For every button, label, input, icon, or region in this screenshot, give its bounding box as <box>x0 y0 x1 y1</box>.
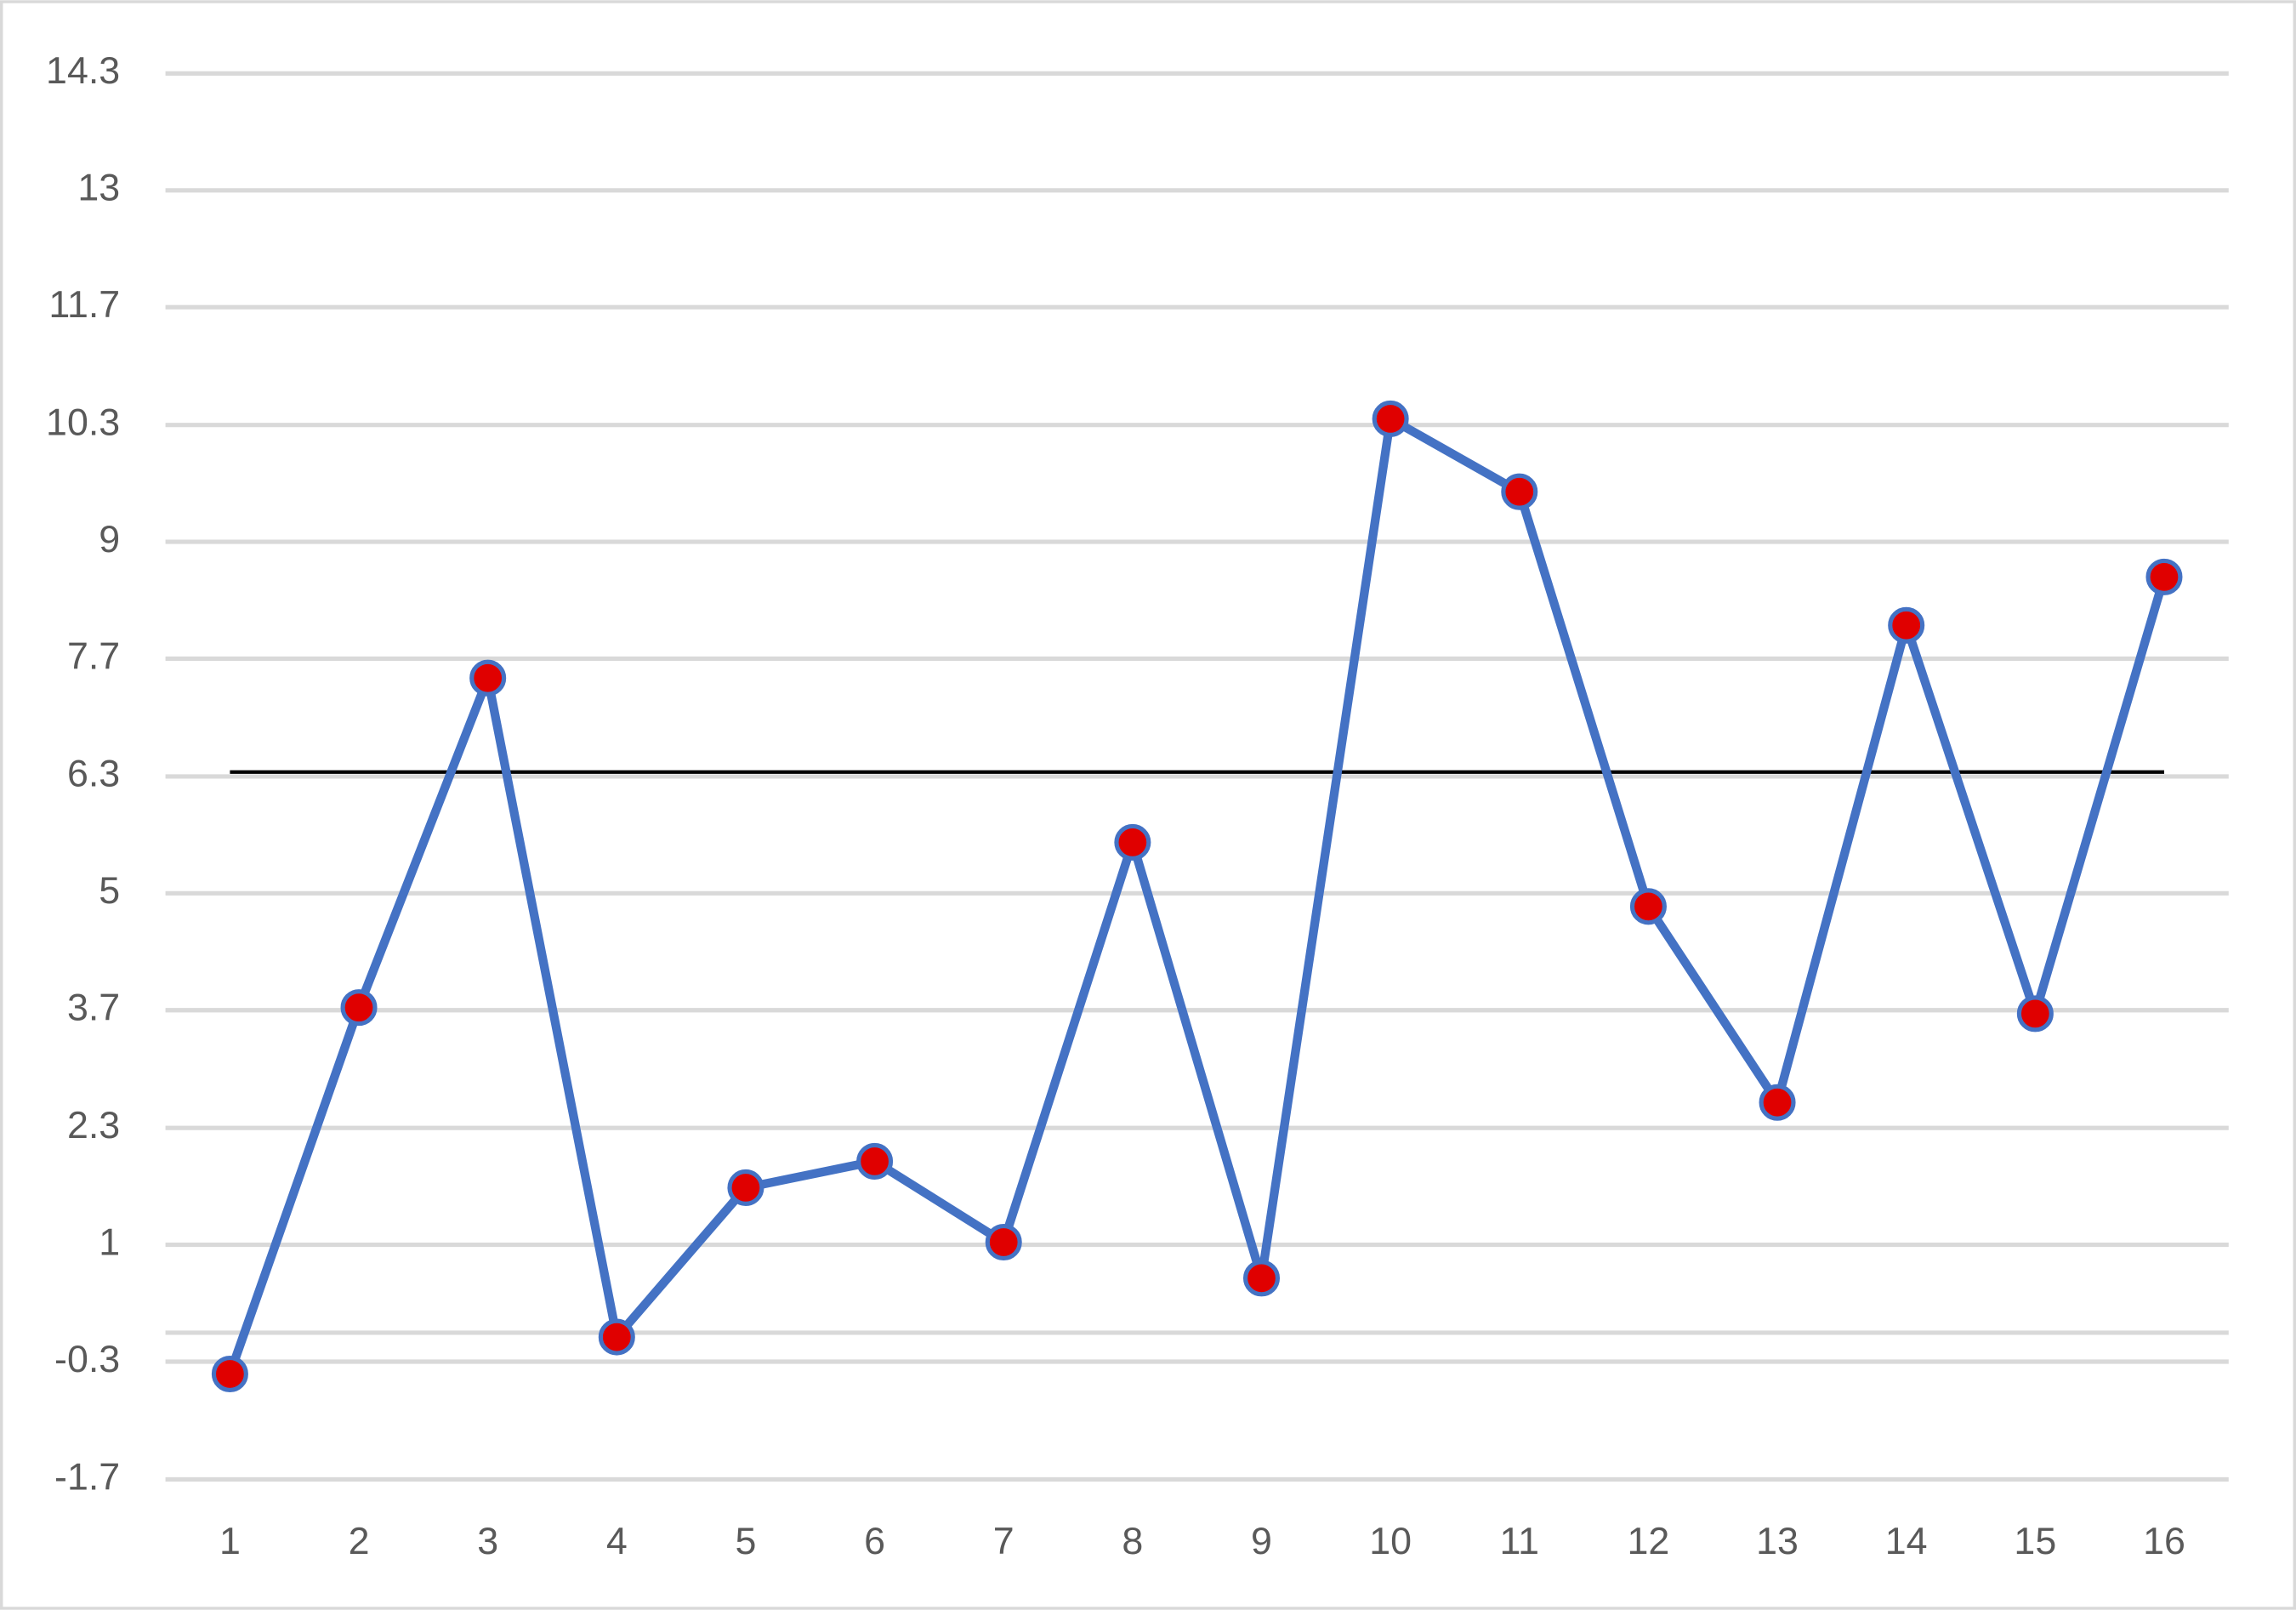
data-point <box>2016 995 2054 1033</box>
y-tick-label: 14.3 <box>46 49 120 92</box>
y-tick-label: 5 <box>99 869 120 912</box>
data-point <box>1759 1084 1796 1121</box>
x-tick-label: 6 <box>864 1520 885 1562</box>
y-tick-label: 9 <box>99 518 120 560</box>
x-tick-label: 1 <box>219 1520 241 1562</box>
x-tick-label: 8 <box>1122 1520 1143 1562</box>
data-point <box>1114 823 1151 861</box>
y-tick-label: -0.3 <box>54 1338 120 1380</box>
y-tick-label: 10.3 <box>46 401 120 443</box>
data-point <box>727 1169 764 1206</box>
x-tick-label: 10 <box>1369 1520 1412 1562</box>
data-point <box>1372 400 1409 437</box>
x-tick-label: 14 <box>1885 1520 1928 1562</box>
x-tick-label: 9 <box>1251 1520 1272 1562</box>
x-tick-label: 15 <box>2014 1520 2056 1562</box>
data-point <box>211 1355 248 1392</box>
x-tick-label: 2 <box>349 1520 370 1562</box>
data-point <box>856 1142 894 1180</box>
data-point <box>1629 888 1667 925</box>
data-point <box>1888 606 1925 644</box>
data-point <box>469 659 507 697</box>
y-tick-label: 11.7 <box>48 283 120 326</box>
data-point <box>1501 473 1538 510</box>
y-tick-label: 3.7 <box>67 987 120 1029</box>
y-tick-label: 1 <box>99 1220 120 1263</box>
data-point <box>1242 1260 1281 1297</box>
x-tick-label: 7 <box>993 1520 1014 1562</box>
data-point <box>985 1223 1022 1261</box>
x-tick-label: 3 <box>477 1520 498 1562</box>
y-tick-label: 7.7 <box>67 634 120 677</box>
x-tick-label: 13 <box>1756 1520 1799 1562</box>
data-point <box>598 1318 635 1356</box>
y-tick-label: -1.7 <box>54 1455 120 1498</box>
y-tick-label: 6.3 <box>67 753 120 795</box>
x-tick-label: 4 <box>606 1520 628 1562</box>
y-tick-label: 13 <box>77 167 120 209</box>
data-point <box>2145 558 2183 595</box>
x-tick-label: 11 <box>1500 1520 1539 1562</box>
x-tick-label: 16 <box>2143 1520 2185 1562</box>
x-tick-label: 12 <box>1628 1520 1670 1562</box>
data-line <box>225 414 2168 1376</box>
y-tick-label: 2.3 <box>67 1104 120 1146</box>
x-tick-label: 5 <box>735 1520 756 1562</box>
data-point <box>340 989 378 1027</box>
